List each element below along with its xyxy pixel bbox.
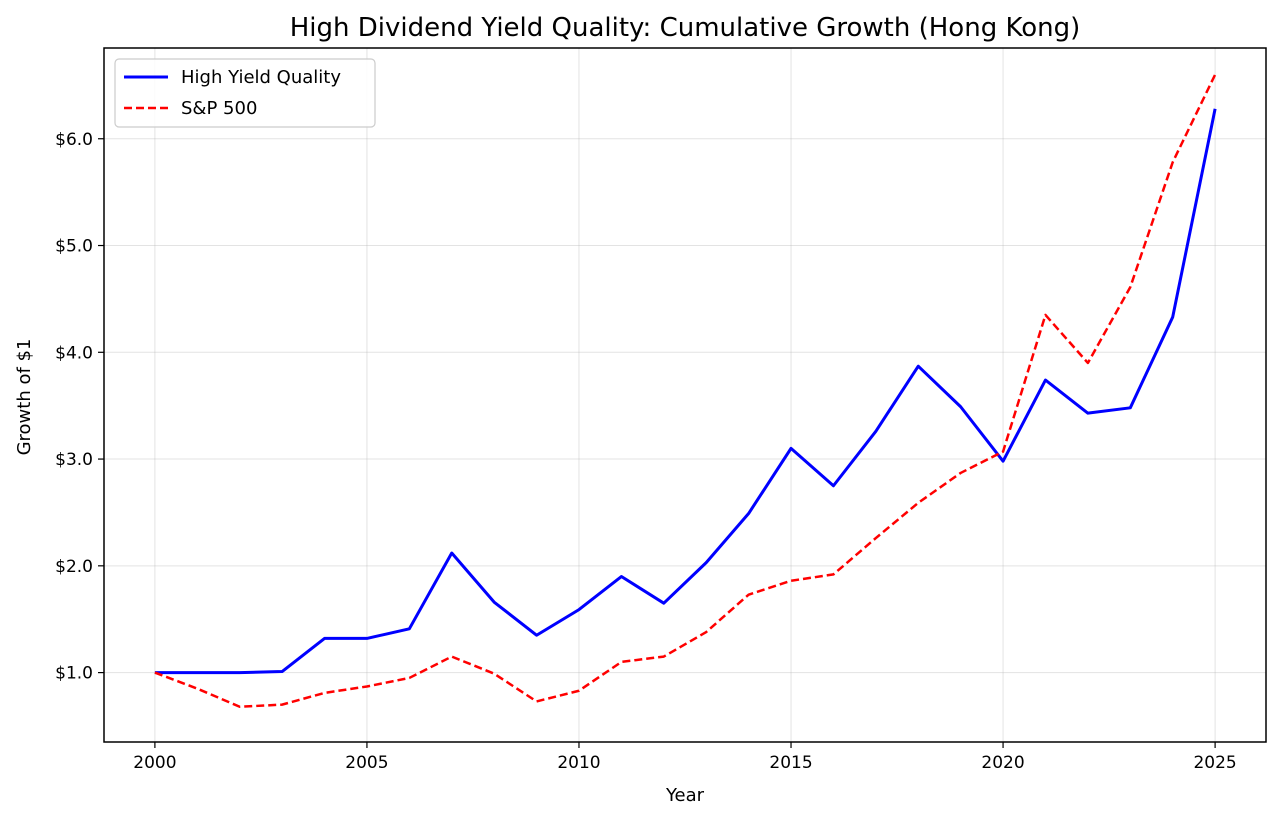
y-tick-label: $5.0 (55, 237, 93, 257)
legend: High Yield Quality S&P 500 (114, 58, 376, 128)
series-line-sp500 (154, 74, 1217, 709)
y-tick-label: $4.0 (55, 343, 93, 363)
y-tick-label: $1.0 (55, 664, 93, 684)
x-axis: 2000 2005 2010 2015 2020 2025 (133, 742, 1237, 773)
y-axis: $1.0 $2.0 $3.0 $4.0 $5.0 $6.0 (55, 130, 104, 684)
y-tick-label: $6.0 (55, 130, 93, 150)
x-tick-label: 2000 (133, 753, 176, 773)
legend-label-sp500: S&P 500 (181, 98, 257, 119)
x-tick-label: 2010 (557, 753, 600, 773)
chart-title: High Dividend Yield Quality: Cumulative … (290, 13, 1081, 43)
x-axis-label: Year (665, 785, 705, 806)
y-tick-label: $3.0 (55, 450, 93, 470)
y-tick-label: $2.0 (55, 557, 93, 577)
x-tick-label: 2025 (1193, 753, 1236, 773)
series-layer (154, 74, 1217, 709)
plot-frame (103, 47, 1267, 743)
x-tick-label: 2005 (345, 753, 388, 773)
y-axis-label: Growth of $1 (14, 339, 35, 456)
x-tick-label: 2015 (769, 753, 812, 773)
legend-label-high-yield-quality: High Yield Quality (181, 67, 341, 88)
x-tick-label: 2020 (981, 753, 1024, 773)
legend-box (114, 58, 376, 128)
series-line-high-yield-quality (154, 108, 1217, 675)
grid (104, 48, 1266, 742)
